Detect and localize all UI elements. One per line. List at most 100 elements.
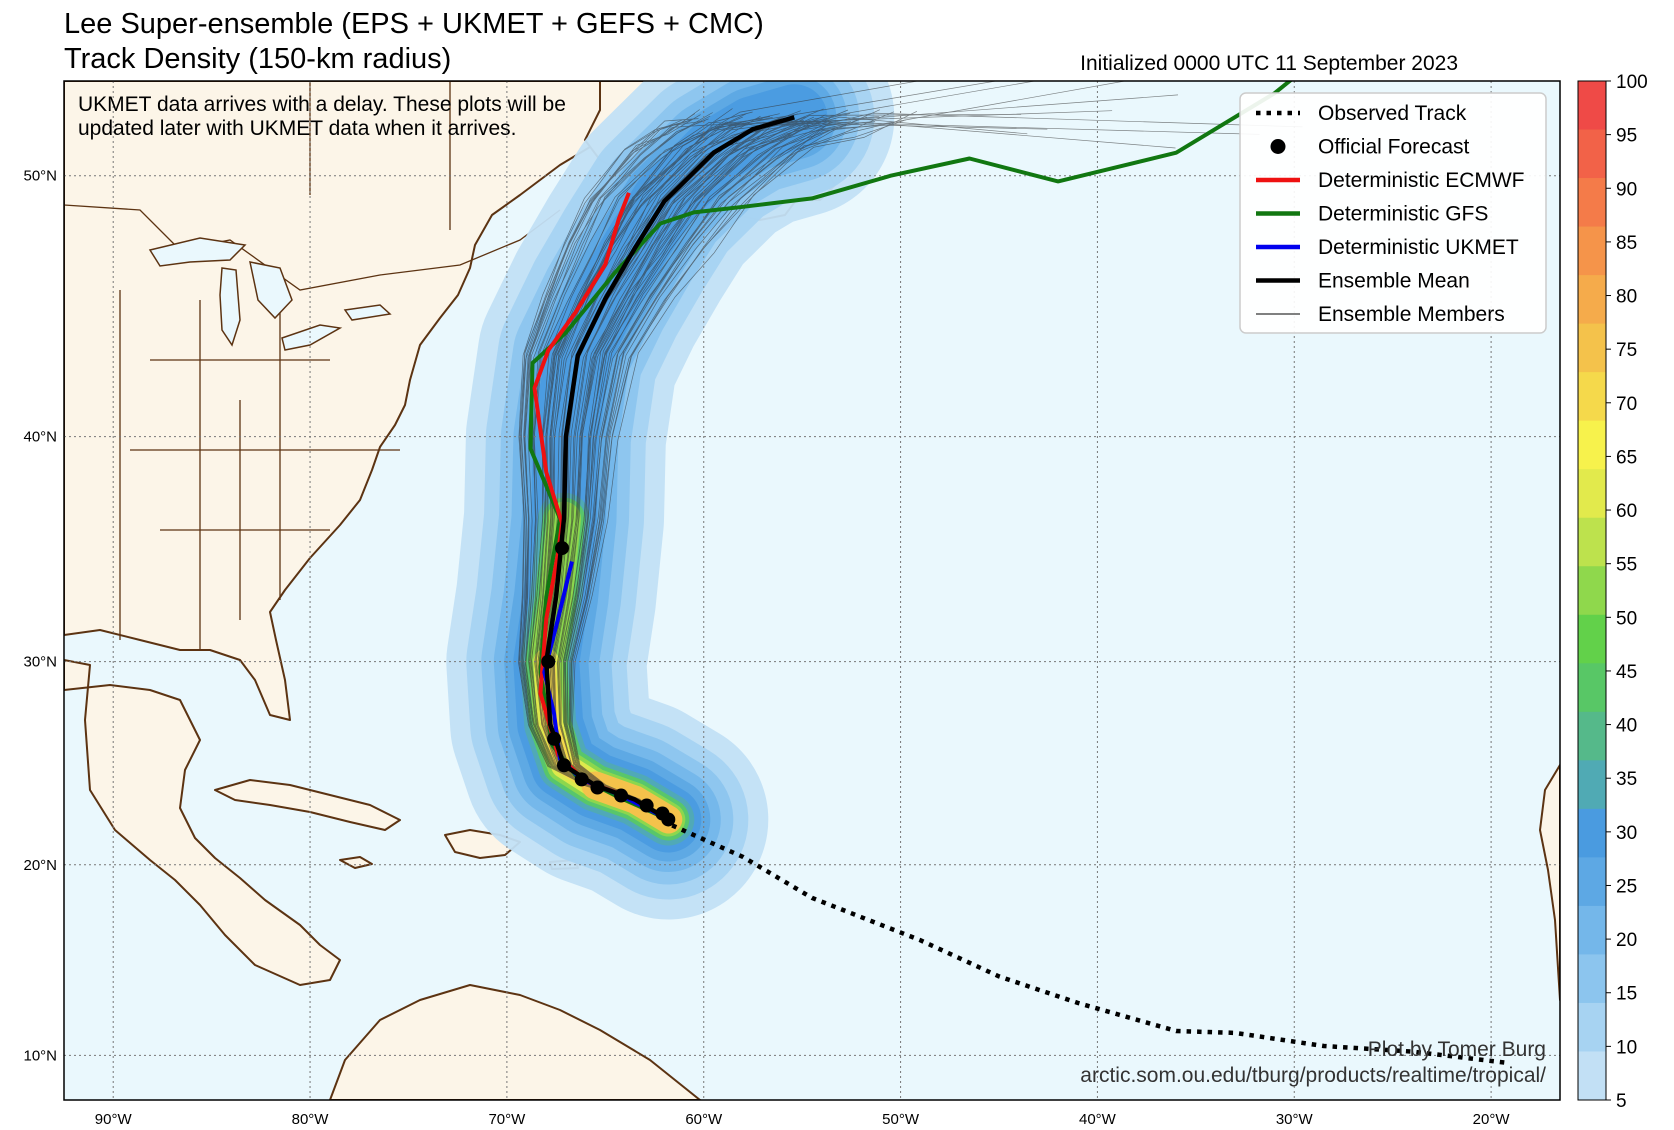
colorbar-segment — [1578, 81, 1606, 131]
ensemble-member-line — [571, 110, 918, 820]
official-forecast-point — [574, 772, 589, 787]
colorbar-segment — [1578, 954, 1606, 1004]
colorbar-frame — [1577, 80, 1607, 1101]
ukmet-note-line1: UKMET data arrives with a delay. These p… — [78, 93, 566, 116]
legend-label: Deterministic GFS — [1318, 203, 1488, 226]
lon-tick-label: 70°W — [488, 1111, 526, 1128]
colorbar-tick-label: 75 — [1616, 340, 1637, 361]
colorbar-tick-label: 45 — [1616, 662, 1637, 683]
legend-item: Deterministic UKMET — [1256, 236, 1519, 259]
official-forecast-point — [541, 654, 556, 669]
colorbar-tick-label: 55 — [1616, 555, 1637, 576]
legend-item: Deterministic ECMWF — [1256, 169, 1525, 192]
ensemble-member-line — [562, 114, 826, 820]
gulf-coast-mexico-land — [64, 659, 341, 986]
lake-erie — [281, 324, 343, 351]
colorbar-segment — [1578, 857, 1606, 907]
legend-label: Official Forecast — [1318, 136, 1469, 159]
legend-item: Official Forecast — [1270, 136, 1469, 159]
credit-url: arctic.som.ou.edu/tburg/products/realtim… — [1080, 1064, 1546, 1087]
ensemble-member-line — [569, 111, 894, 820]
ensemble-member-line — [529, 118, 709, 820]
colorbar-segment — [1578, 469, 1606, 519]
observed-track-line — [671, 823, 1508, 1066]
great-lakes — [148, 237, 392, 351]
forecast-tracks — [528, 81, 1508, 1066]
colorbar-segment — [1578, 226, 1606, 276]
colorbar-segment — [1578, 1051, 1606, 1101]
colorbar-segment — [1578, 760, 1606, 810]
legend-label: Deterministic ECMWF — [1318, 169, 1525, 192]
lat-tick-label: 20°N — [23, 857, 57, 874]
colorbar-tick-label: 15 — [1616, 984, 1637, 1005]
lon-tick-label: 40°W — [1079, 1111, 1117, 1128]
colorbar-tick-label: 60 — [1616, 501, 1637, 522]
colorbar-tick-label: 5 — [1616, 1091, 1627, 1112]
colorbar-segment — [1578, 323, 1606, 373]
colorbar-segment — [1578, 517, 1606, 567]
initialized-time: Initialized 0000 UTC 11 September 2023 — [1080, 52, 1458, 75]
legend-label: Observed Track — [1318, 102, 1467, 125]
colorbar-segment — [1578, 372, 1606, 422]
colorbar-segment — [1578, 566, 1606, 616]
lat-tick-label: 30°N — [23, 654, 57, 671]
legend-label: Ensemble Members — [1318, 303, 1505, 326]
lat-tick-label: 40°N — [23, 429, 57, 446]
official-forecast-point — [555, 541, 570, 556]
colorbar-tick-label: 100 — [1616, 72, 1648, 93]
colorbar-segment — [1578, 129, 1606, 179]
ensemble-member-line — [569, 121, 876, 820]
lon-tick-label: 50°W — [882, 1111, 920, 1128]
colorbar-segment — [1578, 663, 1606, 713]
ensemble-member-tracks — [518, 81, 1303, 820]
lat-tick-label: 50°N — [23, 168, 57, 185]
lon-tick-label: 80°W — [292, 1111, 330, 1128]
official-forecast-point — [639, 798, 654, 813]
ensemble-member-line — [525, 108, 733, 820]
ensemble-member-line — [518, 109, 700, 820]
colorbar-segment — [1578, 711, 1606, 761]
colorbar-tick-label: 20 — [1616, 930, 1637, 951]
chart-title: Lee Super-ensemble (EPS + UKMET + GEFS +… — [64, 8, 764, 40]
lon-tick-label: 20°W — [1473, 1111, 1511, 1128]
state-lines — [119, 290, 400, 650]
legend: Observed Track Official Forecast Determini… — [1239, 92, 1547, 334]
lake-huron — [249, 261, 293, 320]
axis-labels: 90°W 80°W 70°W 60°W 50°W 40°W 30°W 20°W 10°N 20°N… — [23, 168, 1510, 1128]
lat-tick-label: 10°N — [23, 1047, 57, 1064]
colorbar-segment — [1578, 905, 1606, 955]
colorbar-segment — [1578, 614, 1606, 664]
colorbar-tick-label: 65 — [1616, 447, 1637, 468]
map-frame — [63, 80, 1561, 1101]
colorbar-segment — [1578, 1002, 1606, 1052]
legend-item: Observed Track — [1256, 102, 1467, 125]
us-canada-border — [64, 204, 561, 291]
legend-label: Deterministic UKMET — [1318, 236, 1519, 259]
lake-ontario — [343, 304, 392, 321]
lon-tick-label: 60°W — [685, 1111, 723, 1128]
legend-item: Deterministic GFS — [1256, 203, 1488, 226]
colorbar-tick-label: 85 — [1616, 233, 1637, 254]
colorbar-tick-label: 50 — [1616, 608, 1637, 629]
colorbar-tick-label: 40 — [1616, 716, 1637, 737]
colorbar-segment — [1578, 420, 1606, 470]
colorbar-tick-label: 90 — [1616, 179, 1637, 200]
official-forecast-point — [547, 731, 562, 746]
colorbar-segment — [1578, 178, 1606, 228]
credit-line1: Plot by Tomer Burg — [1368, 1038, 1546, 1061]
lake-superior — [148, 237, 247, 267]
official-forecast-point — [655, 806, 670, 821]
colorbar-tick-label: 30 — [1616, 823, 1637, 844]
lon-tick-label: 30°W — [1276, 1111, 1314, 1128]
official-forecast-point — [556, 758, 571, 773]
official-forecast-point — [590, 780, 605, 795]
legend-label: Ensemble Mean — [1318, 270, 1470, 293]
south-america-land — [329, 984, 701, 1100]
colorbar-tick-label: 70 — [1616, 394, 1637, 415]
legend-item: Ensemble Mean — [1256, 270, 1470, 293]
colorbar-tick-label: 10 — [1616, 1037, 1637, 1058]
colorbar-tick-label: 25 — [1616, 876, 1637, 897]
colorbar-segment — [1578, 808, 1606, 858]
ensemble-member-line — [562, 113, 851, 820]
